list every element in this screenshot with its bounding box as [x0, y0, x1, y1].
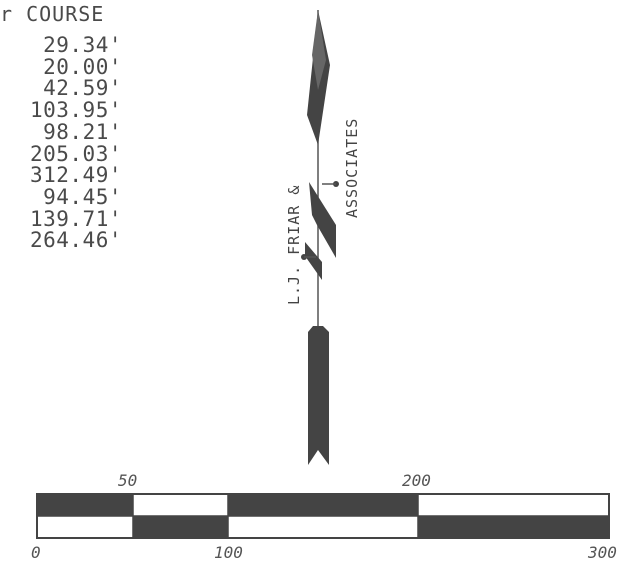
north-arrow-icon — [301, 10, 339, 465]
distance-value: 98.21' — [43, 119, 122, 144]
distance-value: 29.34' — [43, 33, 122, 57]
scale-bar-graphic — [36, 493, 610, 539]
scale-label-top: 200 — [402, 471, 431, 490]
scale-label-bottom: 300 — [588, 543, 617, 562]
distance-value: 205.03' — [29, 141, 122, 166]
distance-value: 103.95' — [29, 98, 122, 123]
north-arrow-head-shade — [312, 10, 326, 90]
scale-bar: 50 200 0 100 300 — [31, 471, 617, 562]
north-arrow-mid-mark — [309, 182, 336, 258]
course-table-header: r COURSE — [0, 2, 105, 26]
scale-segment-filled — [133, 516, 228, 538]
distance-value: 20.00' — [43, 54, 122, 79]
distance-value: 94.45' — [43, 184, 122, 209]
scale-segment-filled — [418, 516, 609, 538]
scale-segment-filled — [37, 494, 133, 516]
north-arrow-mid-foot — [305, 242, 322, 280]
friar-label: L.J. FRIAR & — [285, 184, 303, 305]
associates-label: ASSOCIATES — [343, 117, 361, 218]
distance-value: 264.46' — [29, 228, 122, 253]
distance-list: 29.34' 20.00' 42.59' 103.95' 98.21' 205.… — [0, 33, 122, 253]
distance-value: 312.49' — [29, 163, 122, 188]
north-arrow-tail — [308, 326, 329, 465]
scale-segment-filled — [228, 494, 418, 516]
scale-label-top: 50 — [118, 471, 138, 490]
distance-value: 42.59' — [43, 76, 122, 101]
distance-value: 139.71' — [29, 206, 122, 231]
scale-label-bottom: 0 — [31, 543, 41, 562]
scale-label-bottom: 100 — [214, 543, 243, 562]
